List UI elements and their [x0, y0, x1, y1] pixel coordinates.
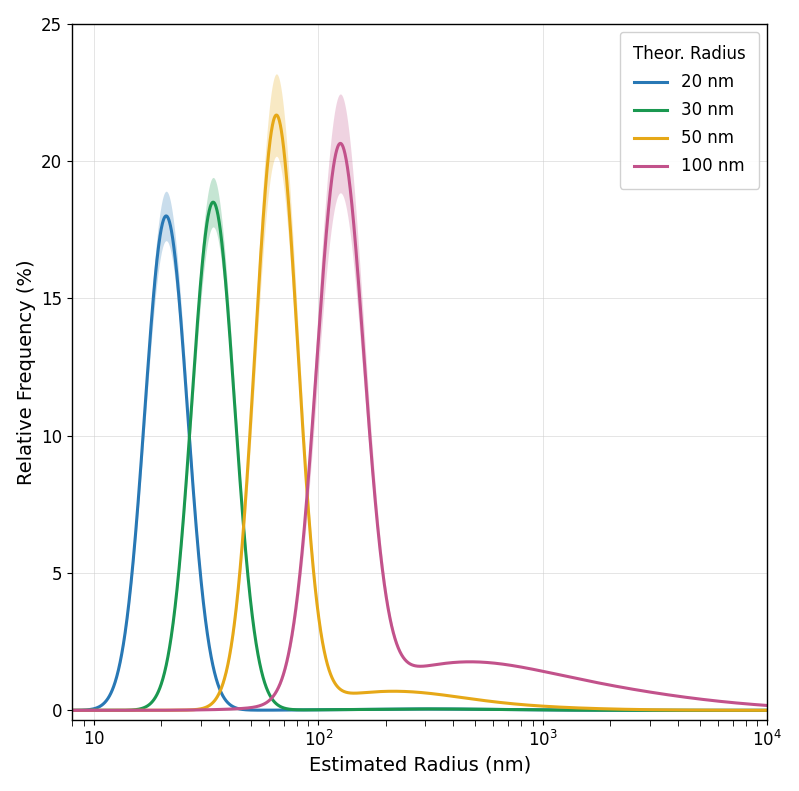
20 nm: [191, 519, 201, 528]
50 nm: [272, 110, 281, 119]
100 nm: [149, 706, 158, 715]
20 nm: [372, 705, 381, 714]
30 nm: [766, 706, 776, 715]
30 nm: [781, 706, 790, 715]
30 nm: [690, 706, 699, 715]
30 nm: [372, 705, 381, 714]
20 nm: [690, 706, 699, 715]
Line: 30 nm: 30 nm: [72, 202, 785, 710]
100 nm: [690, 694, 699, 703]
20 nm: [766, 706, 776, 715]
50 nm: [191, 705, 201, 714]
100 nm: [766, 701, 776, 710]
20 nm: [149, 293, 158, 302]
30 nm: [209, 198, 218, 207]
50 nm: [149, 706, 158, 715]
50 nm: [372, 687, 381, 697]
30 nm: [67, 706, 77, 715]
100 nm: [341, 153, 351, 162]
30 nm: [149, 695, 158, 705]
100 nm: [372, 511, 381, 520]
20 nm: [341, 705, 351, 714]
Line: 100 nm: 100 nm: [72, 143, 785, 710]
20 nm: [67, 706, 77, 715]
50 nm: [67, 706, 77, 715]
Line: 50 nm: 50 nm: [72, 115, 785, 710]
20 nm: [781, 706, 790, 715]
100 nm: [336, 138, 345, 148]
Legend: 20 nm, 30 nm, 50 nm, 100 nm: 20 nm, 30 nm, 50 nm, 100 nm: [619, 32, 759, 189]
100 nm: [67, 706, 77, 715]
100 nm: [191, 706, 201, 715]
30 nm: [191, 342, 201, 351]
Line: 20 nm: 20 nm: [72, 216, 785, 710]
50 nm: [766, 706, 776, 715]
20 nm: [161, 211, 171, 221]
50 nm: [690, 706, 699, 715]
30 nm: [341, 705, 351, 714]
X-axis label: Estimated Radius (nm): Estimated Radius (nm): [308, 755, 531, 774]
Y-axis label: Relative Frequency (%): Relative Frequency (%): [17, 259, 36, 485]
50 nm: [781, 706, 790, 715]
100 nm: [781, 702, 790, 711]
50 nm: [341, 687, 351, 697]
